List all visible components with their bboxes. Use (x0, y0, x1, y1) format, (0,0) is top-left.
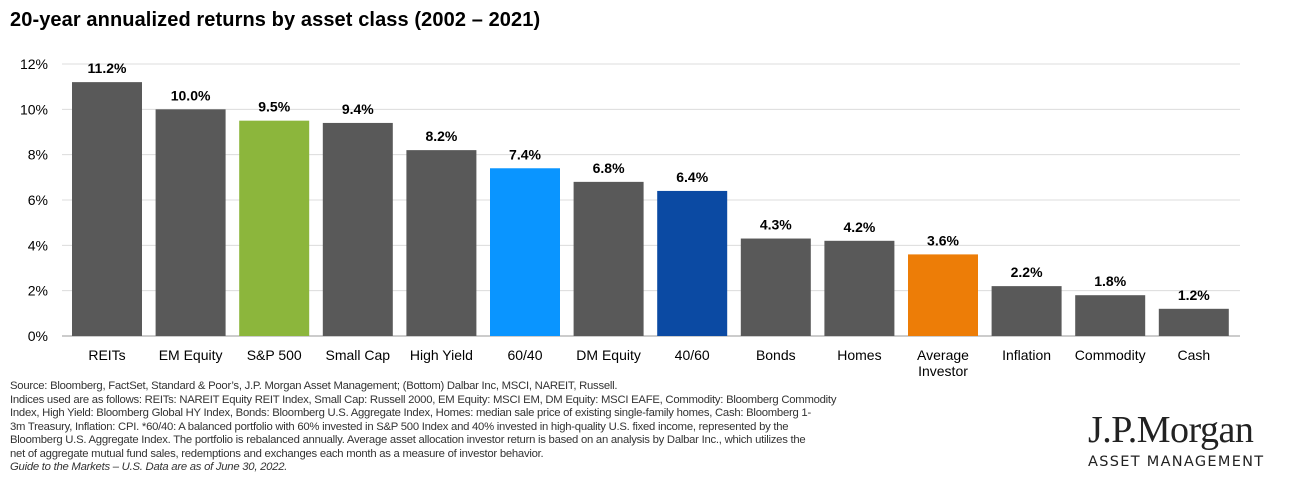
x-tick-label: Investor (918, 363, 968, 379)
y-tick-label: 8% (28, 147, 48, 163)
footnote-line: 3m Treasury, Inflation: CPI. *60/40: A b… (10, 420, 789, 433)
x-tick-label: Homes (837, 347, 881, 363)
data-label: 11.2% (88, 60, 127, 76)
x-tick-label: Inflation (1002, 347, 1051, 363)
chart-title: 20-year annualized returns by asset clas… (10, 9, 541, 31)
bar-chart: 0% 2% 4% 6% 8% 10% 12% 11.2% REITs 10.0% EM Equity… (20, 56, 1240, 379)
bar-em-equity (155, 109, 226, 336)
jpmorgan-logo: J.P.Morgan ASSET MANAGEMENT (1088, 410, 1288, 470)
data-label: 4.2% (843, 219, 875, 235)
bar-small-cap (322, 122, 393, 336)
data-label: 10.0% (171, 87, 211, 103)
data-label: 2.2% (1011, 264, 1043, 280)
footnote-line: net of aggregate mutual fund sales, rede… (10, 447, 544, 460)
data-label: 8.2% (425, 128, 457, 144)
x-tick-label: Commodity (1075, 347, 1146, 363)
data-label: 9.5% (258, 99, 290, 115)
x-tick-label: DM Equity (576, 347, 641, 363)
x-tick-label: Cash (1177, 347, 1210, 363)
bar-homes (824, 240, 895, 336)
y-tick-label: 10% (20, 101, 48, 117)
data-label: 6.8% (593, 160, 625, 176)
bar-cash (1158, 308, 1229, 336)
data-label: 1.8% (1094, 273, 1126, 289)
y-tick-label: 4% (28, 237, 48, 253)
x-tick-label: Bonds (756, 347, 796, 363)
x-tick-label: Average (917, 347, 969, 363)
x-tick-label: High Yield (410, 347, 473, 363)
bar-40-60 (657, 190, 728, 336)
bar-s-p-500 (239, 120, 310, 337)
data-label: 6.4% (676, 169, 708, 185)
bar-high-yield (406, 150, 477, 336)
data-label: 9.4% (342, 101, 374, 117)
bar-dm-equity (573, 181, 644, 336)
bar-60-40 (490, 168, 560, 336)
logo-brand: J.P.Morgan (1088, 409, 1254, 451)
data-label: 7.4% (509, 146, 541, 162)
bar-bonds (740, 238, 811, 336)
data-label: 3.6% (927, 232, 959, 248)
bar-inflation (991, 286, 1062, 336)
x-tick-label: 40/60 (675, 347, 710, 363)
y-tick-label: 2% (28, 283, 48, 299)
y-tick-label: 12% (20, 56, 48, 72)
footnote-line: Indices used are as follows: REITs: NARE… (10, 393, 837, 406)
y-tick-label: 6% (28, 192, 48, 208)
x-tick-label: EM Equity (159, 347, 223, 363)
footnote-line: Bloomberg U.S. Aggregate Index. The port… (10, 434, 806, 446)
x-tick-label: S&P 500 (247, 347, 302, 363)
logo-subtitle: ASSET MANAGEMENT (1088, 454, 1265, 470)
footnotes: Source: Bloomberg, FactSet, Standard & P… (10, 380, 1070, 475)
bar-reits (72, 82, 142, 336)
footnote-line: Source: Bloomberg, FactSet, Standard & P… (10, 380, 618, 392)
y-tick-label: 0% (28, 328, 48, 344)
footnote-guide: Guide to the Markets – U.S. Data are as … (10, 461, 288, 473)
data-label: 1.2% (1178, 287, 1210, 303)
footnote-line: Index, High Yield: Bloomberg Global HY I… (10, 407, 811, 419)
x-tick-label: REITs (88, 347, 125, 363)
data-label: 4.3% (760, 217, 792, 233)
x-tick-label: Small Cap (326, 347, 391, 363)
bar-commodity (1075, 295, 1146, 336)
bar-average-investor (908, 254, 978, 336)
x-tick-label: 60/40 (507, 347, 542, 363)
